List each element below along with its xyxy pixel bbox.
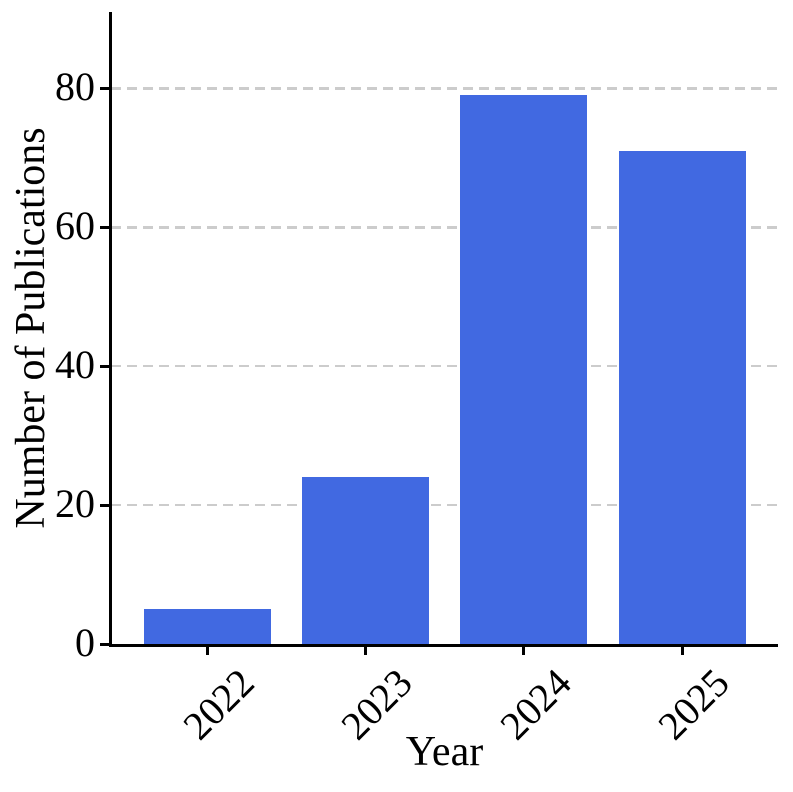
x-tick-2024	[522, 644, 526, 655]
x-axis-line	[109, 644, 778, 647]
y-tick-label-80: 80	[55, 64, 95, 110]
bar-2022	[143, 609, 271, 644]
bar-2025	[618, 150, 746, 644]
x-tick-label-2024: 2024	[490, 659, 580, 749]
y-axis-line	[109, 12, 112, 647]
x-tick-label-2025: 2025	[649, 659, 738, 749]
y-tick-20	[100, 503, 111, 507]
plot-area	[111, 12, 778, 644]
y-tick-80	[100, 86, 111, 90]
x-tick-2023	[363, 644, 367, 655]
bar-2023	[301, 477, 429, 644]
y-axis-title: Number of Publications	[8, 127, 54, 529]
gridline-20	[111, 503, 778, 507]
x-tick-2025	[680, 644, 684, 655]
gridline-60	[111, 226, 778, 229]
y-tick-label-0: 0	[75, 620, 95, 666]
y-tick-40	[100, 364, 111, 368]
y-tick-label-20: 20	[55, 481, 95, 527]
y-tick-0	[100, 642, 111, 646]
gridline-80	[111, 87, 778, 90]
bar-2024	[460, 95, 588, 644]
x-tick-label-2022: 2022	[174, 659, 263, 749]
y-tick-label-40: 40	[55, 342, 95, 388]
y-tick-label-60: 60	[55, 203, 95, 249]
x-axis-title: Year	[405, 729, 484, 775]
gridline-40	[111, 364, 778, 368]
x-tick-2022	[205, 644, 209, 655]
y-tick-60	[100, 225, 111, 229]
